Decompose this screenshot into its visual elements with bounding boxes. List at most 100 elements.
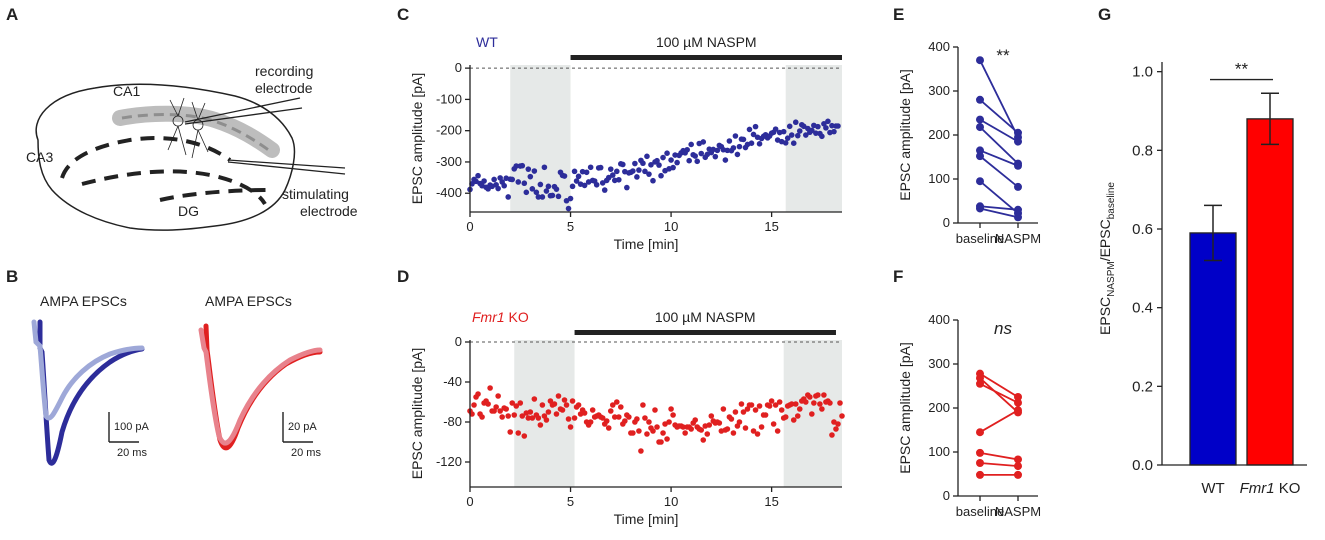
data-point bbox=[754, 431, 761, 437]
pair-point bbox=[1014, 470, 1022, 479]
data-point bbox=[525, 166, 532, 172]
panel-letter-e: E bbox=[893, 5, 904, 24]
significance-label: ** bbox=[1235, 60, 1249, 79]
y-tick-label: 0 bbox=[455, 334, 462, 349]
data-point bbox=[575, 402, 582, 408]
data-point bbox=[527, 409, 534, 415]
data-point bbox=[688, 426, 694, 432]
data-point bbox=[694, 158, 701, 165]
data-point bbox=[796, 406, 803, 412]
data-point bbox=[750, 428, 757, 434]
data-point bbox=[509, 176, 516, 183]
data-point bbox=[569, 183, 576, 190]
data-point bbox=[724, 426, 731, 432]
data-point bbox=[648, 161, 654, 168]
data-point bbox=[541, 164, 548, 171]
data-point bbox=[654, 157, 660, 164]
data-point bbox=[527, 173, 534, 180]
pair-line bbox=[979, 382, 1019, 404]
panel-letter-a: A bbox=[6, 5, 18, 24]
data-point bbox=[664, 436, 670, 442]
x-category-label: NASPM bbox=[995, 231, 1041, 246]
shaded-window bbox=[785, 65, 842, 212]
data-point bbox=[670, 164, 676, 171]
x-tick-label: 5 bbox=[567, 219, 574, 234]
pair-line bbox=[979, 180, 1019, 215]
data-point bbox=[786, 123, 793, 130]
data-point bbox=[571, 168, 578, 175]
data-point bbox=[509, 400, 516, 406]
data-point bbox=[479, 414, 485, 420]
data-point bbox=[613, 399, 620, 405]
panel-letter-d: D bbox=[397, 267, 409, 286]
y-tick-label: 100 bbox=[928, 444, 950, 459]
pair-point bbox=[1014, 182, 1022, 191]
data-point bbox=[521, 433, 528, 439]
data-point bbox=[616, 176, 622, 183]
data-point bbox=[803, 132, 809, 138]
x-tick-label: 15 bbox=[764, 219, 778, 234]
x-axis-title: Time [min] bbox=[614, 511, 679, 527]
data-point bbox=[618, 404, 624, 410]
drug-label: 100 µM NASPM bbox=[655, 309, 756, 325]
data-point bbox=[553, 186, 560, 192]
data-point bbox=[545, 409, 552, 415]
hippocampus-outline bbox=[35, 83, 296, 231]
data-point bbox=[543, 188, 550, 194]
data-point bbox=[644, 431, 650, 437]
data-point bbox=[523, 189, 530, 196]
data-point bbox=[593, 181, 600, 188]
data-point bbox=[796, 128, 803, 134]
data-point bbox=[609, 402, 616, 408]
data-point bbox=[728, 416, 735, 422]
x-category-label: Fmr1 KO bbox=[1240, 480, 1301, 497]
x-category-label: baseline bbox=[956, 231, 1004, 246]
data-point bbox=[831, 128, 837, 135]
data-point bbox=[620, 161, 626, 168]
genotype-label: WT bbox=[476, 34, 498, 50]
pair-point bbox=[1014, 455, 1022, 464]
y-tick-label: -400 bbox=[436, 185, 462, 200]
pair-point bbox=[1014, 128, 1022, 137]
trace-title-ko: AMPA EPSCs bbox=[205, 293, 292, 309]
data-point bbox=[535, 415, 542, 421]
pair-point bbox=[1014, 137, 1022, 146]
panel-letter-f: F bbox=[893, 267, 903, 286]
pair-point bbox=[976, 204, 984, 213]
data-point bbox=[650, 428, 656, 434]
data-point bbox=[503, 406, 509, 412]
y-tick-label: -200 bbox=[436, 123, 462, 138]
bar bbox=[1246, 118, 1294, 466]
data-point bbox=[815, 392, 821, 398]
data-point bbox=[636, 428, 642, 434]
data-point bbox=[668, 157, 674, 163]
data-point bbox=[772, 402, 779, 408]
pair-line bbox=[979, 59, 1019, 138]
pair-point bbox=[976, 146, 984, 155]
data-point bbox=[790, 417, 797, 423]
y-tick-label: 400 bbox=[928, 39, 950, 54]
data-point bbox=[634, 416, 640, 422]
data-point bbox=[567, 195, 574, 202]
data-point bbox=[688, 141, 694, 148]
data-point bbox=[680, 424, 686, 430]
data-point bbox=[529, 186, 536, 192]
data-point bbox=[505, 413, 512, 419]
data-point bbox=[545, 183, 552, 190]
data-point bbox=[563, 402, 570, 408]
data-point bbox=[587, 164, 594, 171]
data-point bbox=[792, 119, 799, 126]
data-point bbox=[535, 194, 542, 200]
data-point bbox=[815, 123, 821, 130]
pair-point bbox=[1014, 161, 1022, 170]
data-point bbox=[664, 150, 670, 156]
data-point bbox=[605, 174, 612, 181]
recording-electrode-icon bbox=[184, 97, 301, 123]
data-point bbox=[736, 419, 743, 425]
data-point bbox=[780, 128, 787, 135]
data-point bbox=[551, 401, 558, 407]
data-point bbox=[616, 414, 622, 420]
data-point bbox=[515, 179, 522, 185]
